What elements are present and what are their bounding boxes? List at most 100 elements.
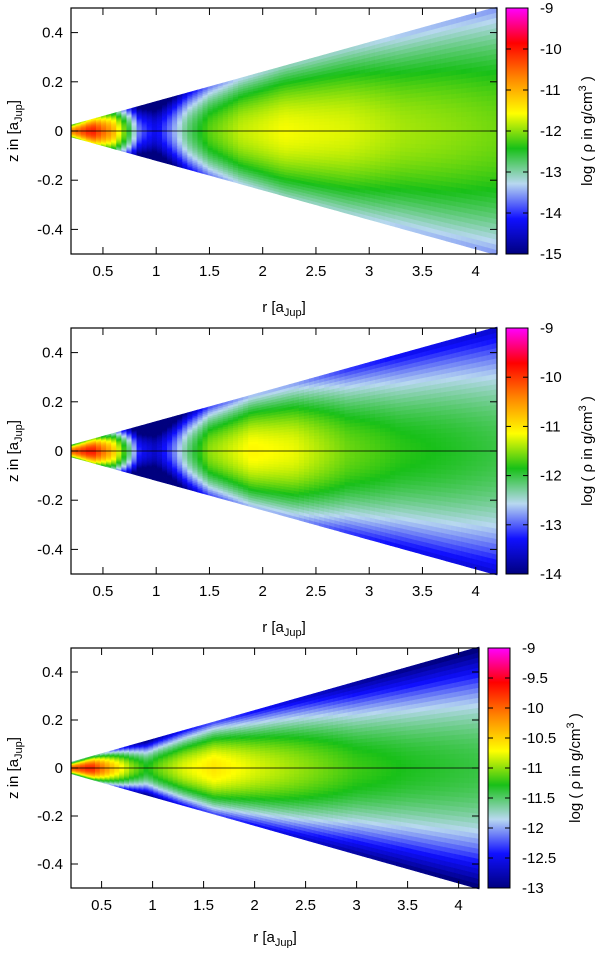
- density-cell: [380, 112, 385, 116]
- density-cell: [426, 140, 431, 145]
- density-cell: [441, 154, 446, 159]
- density-cell: [472, 150, 477, 155]
- density-cell: [370, 153, 375, 157]
- density-cell: [335, 124, 340, 127]
- x-tick-label: 4: [472, 263, 480, 280]
- density-cell: [284, 134, 289, 137]
- density-cell: [406, 160, 411, 165]
- density-cell: [482, 131, 487, 136]
- density-cell: [462, 155, 467, 160]
- density-cell: [304, 140, 309, 143]
- y-tick-label: -0.2: [37, 172, 63, 189]
- density-cell: [487, 161, 492, 166]
- density-cell: [314, 143, 319, 146]
- density-cell: [330, 137, 335, 140]
- density-cell: [370, 120, 375, 124]
- density-cell: [385, 115, 390, 119]
- density-cell: [375, 139, 380, 143]
- density-cell: [299, 134, 304, 137]
- density-cell: [462, 179, 467, 184]
- density-cell: [482, 186, 487, 192]
- density-cell: [436, 144, 441, 149]
- density-cell: [401, 151, 406, 155]
- density-cell: [401, 155, 406, 159]
- density-cell: [446, 94, 451, 99]
- density-cell: [472, 116, 477, 121]
- density-cell: [436, 104, 441, 109]
- x-tick-label: 2.5: [306, 263, 327, 280]
- density-cell: [411, 131, 416, 135]
- density-cell: [416, 118, 421, 122]
- density-cell: [365, 138, 370, 142]
- density-cell: [462, 107, 467, 112]
- density-cell: [431, 162, 436, 167]
- density-cell: [472, 101, 477, 106]
- density-cell: [411, 114, 416, 118]
- density-cell: [451, 136, 456, 141]
- density-cell: [451, 103, 456, 108]
- density-cell: [380, 115, 385, 119]
- colorbar-tick-label: -11: [540, 82, 561, 99]
- y-tick-label: 0: [55, 123, 63, 140]
- density-cell: [294, 125, 299, 128]
- density-cell: [421, 152, 426, 157]
- density-cell: [456, 121, 461, 126]
- density-cell: [482, 136, 487, 141]
- density-cell: [401, 127, 406, 131]
- density-cell: [309, 128, 314, 131]
- density-cell: [330, 128, 335, 131]
- density-cell: [375, 146, 380, 150]
- density-cell: [370, 123, 375, 127]
- density-cell: [477, 161, 482, 166]
- density-cell: [477, 116, 482, 121]
- density-cell: [380, 142, 385, 146]
- density-cell: [431, 153, 436, 158]
- density-cell: [426, 122, 431, 126]
- density-cell: [446, 168, 451, 173]
- density-cell: [375, 131, 380, 135]
- density-cell: [360, 142, 365, 146]
- density-cell: [462, 141, 467, 146]
- density-cell: [472, 82, 477, 87]
- density-cell: [396, 159, 401, 163]
- density-cell: [446, 145, 451, 150]
- density-cell: [446, 136, 451, 141]
- density-cell: [441, 108, 446, 113]
- density-cell: [294, 137, 299, 140]
- density-cell: [467, 141, 472, 146]
- density-cell: [456, 150, 461, 155]
- density-cell: [456, 159, 461, 164]
- density-cell: [467, 14, 472, 20]
- density-cell: [249, 133, 254, 135]
- density-cell: [487, 75, 492, 81]
- y-tick-label: 0.2: [42, 74, 63, 91]
- density-cell: [482, 181, 487, 187]
- density-cell: [289, 128, 294, 131]
- density-cell: [375, 127, 380, 131]
- density-cell: [426, 131, 431, 135]
- density-cell: [487, 105, 492, 110]
- density-cell: [365, 124, 370, 128]
- colorbar-tick-label: -14: [540, 205, 562, 222]
- density-cell: [370, 131, 375, 135]
- density-cell: [446, 108, 451, 113]
- density-cell: [451, 131, 456, 136]
- density-cell: [487, 151, 492, 156]
- density-cell: [330, 118, 335, 121]
- density-cell: [451, 117, 456, 122]
- density-cell: [431, 135, 436, 140]
- density-cell: [477, 96, 482, 101]
- density-cell: [431, 166, 436, 171]
- density-cell: [441, 158, 446, 163]
- density-cell: [467, 121, 472, 126]
- density-cell: [375, 108, 380, 112]
- density-cell: [380, 119, 385, 123]
- density-cell: [487, 85, 492, 91]
- density-cell: [330, 134, 335, 137]
- density-cell: [279, 128, 284, 131]
- density-cell: [279, 134, 284, 137]
- density-cell: [436, 162, 441, 167]
- density-cell: [391, 107, 396, 111]
- density-cell: [492, 110, 497, 115]
